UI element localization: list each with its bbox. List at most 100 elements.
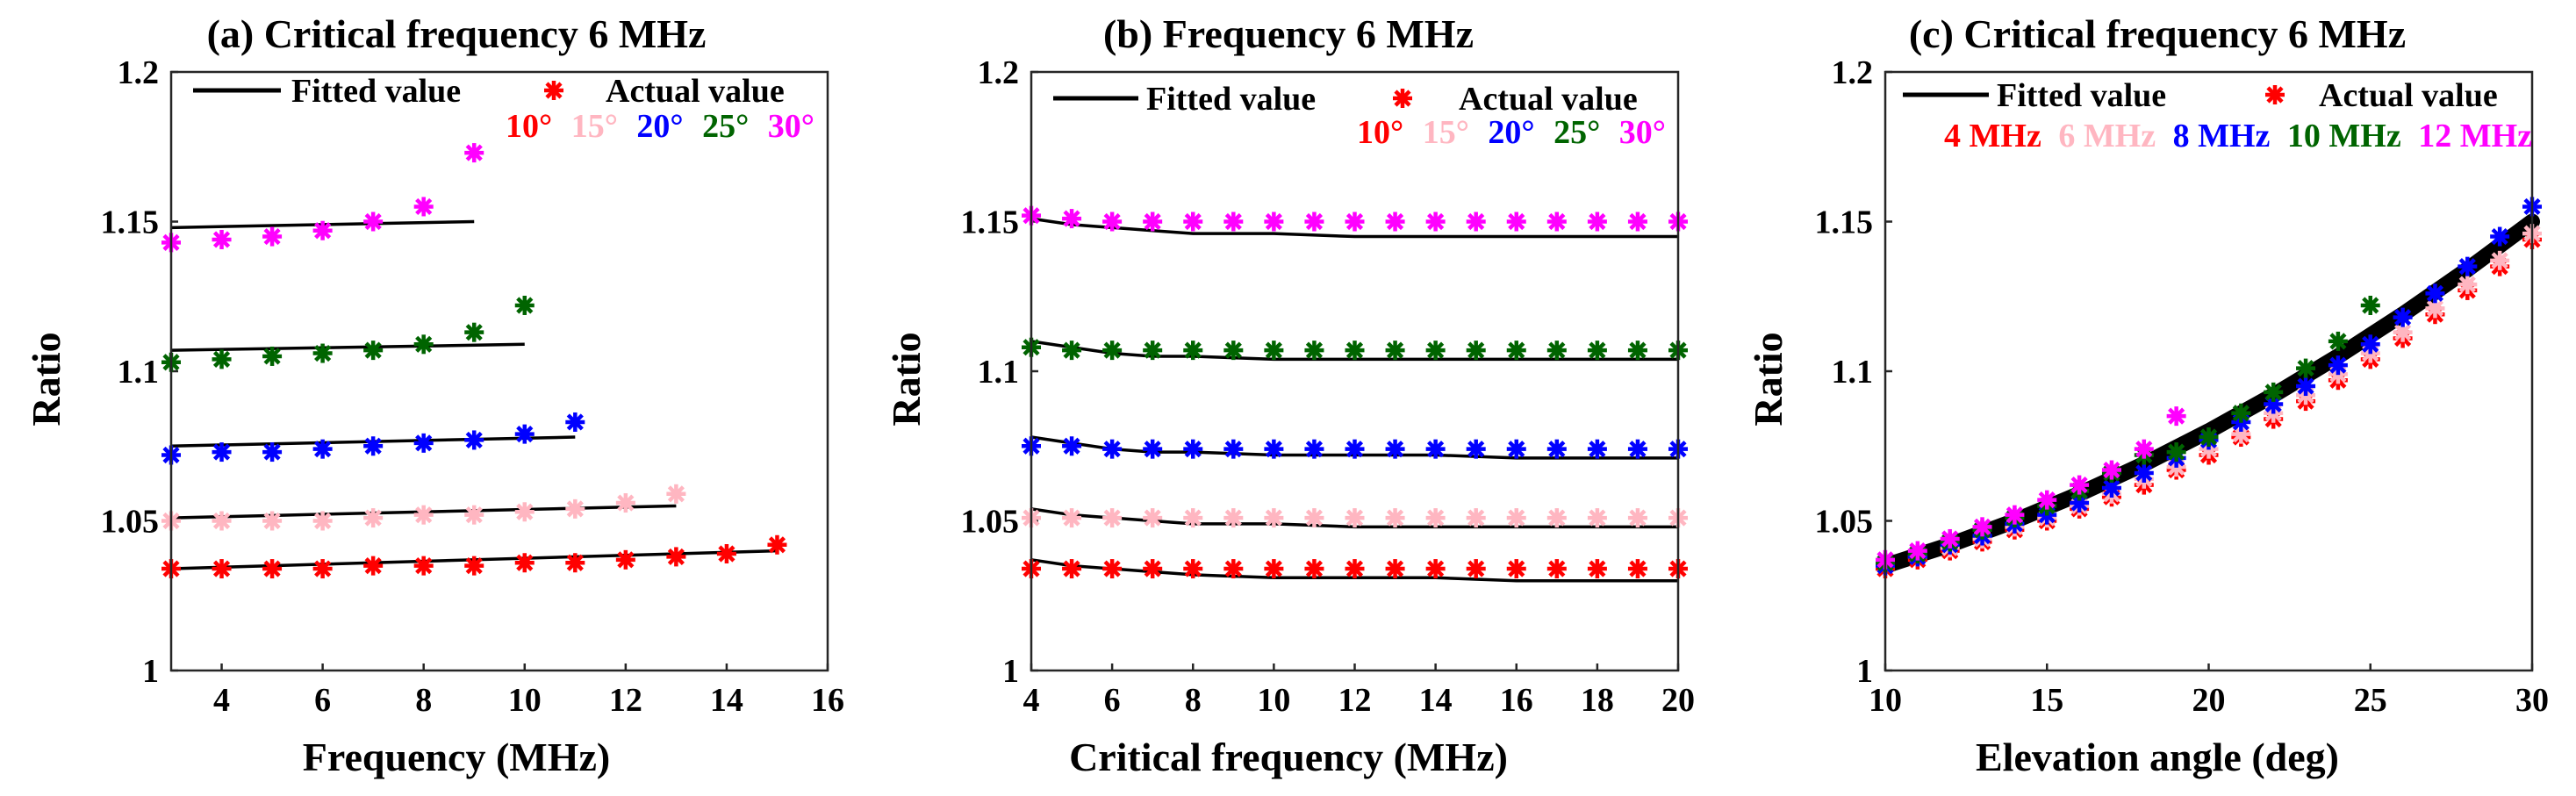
- panel-b-point: [1467, 212, 1486, 232]
- panel-b-point: [1386, 508, 1405, 527]
- panel-c-point: [2425, 283, 2444, 303]
- panel-c-cat-12: 12 MHz: [2418, 118, 2532, 154]
- panel-a-point: [414, 556, 434, 576]
- panel-c-point: [2490, 251, 2509, 270]
- panel-c-xtick-label: 25: [2354, 682, 2387, 719]
- panel-c-xtick-label: 15: [2030, 682, 2063, 719]
- panel-b-fitted-line-4: [1030, 217, 1678, 239]
- panel-c-cat-10: 10 MHz: [2287, 118, 2401, 154]
- panel-b-point: [1143, 508, 1162, 527]
- panel-b-point: [1102, 440, 1122, 459]
- panel-a-point: [515, 553, 535, 572]
- panel-b-point: [1183, 508, 1202, 527]
- panel-c-cat-6: 6 MHz: [2058, 118, 2156, 154]
- panel-b-xtick-label: 10: [1257, 682, 1290, 719]
- panel-a-cat-25: 25°: [702, 108, 749, 145]
- panel-c-ytick-label: 1.15: [1815, 204, 1874, 241]
- panel-c-point: [2231, 404, 2250, 423]
- panel-c-point: [2135, 440, 2154, 459]
- panel-a-data: [161, 143, 786, 578]
- panel-a-point: [212, 512, 232, 531]
- panel-c-point: [2328, 332, 2348, 351]
- panel-a-ytick-label: 1.05: [101, 504, 160, 541]
- panel-b-category-legend: 10° 15° 20° 25° 30°: [1357, 114, 1666, 151]
- panel-b-point: [1304, 508, 1324, 527]
- panel-b-cat-10: 10°: [1357, 114, 1403, 151]
- panel-c-point: [2264, 383, 2283, 402]
- panel-c-point: [2296, 359, 2315, 378]
- panel-a-point: [464, 556, 484, 576]
- panel-b-point: [1345, 440, 1365, 459]
- panel-a-point: [414, 197, 434, 216]
- panel-b-point: [1507, 440, 1526, 459]
- panel-b-point: [1386, 212, 1405, 232]
- panel-a-point: [262, 227, 282, 247]
- panel-a-point: [565, 553, 585, 572]
- panel-b-point: [1507, 212, 1526, 232]
- panel-a-point: [767, 535, 786, 555]
- panel-b-xtick-label: 20: [1661, 682, 1695, 719]
- panel-b-ticks: 4 6 8 10 12 14 16 18 20 1 1.05 1.1 1.15 1.2: [961, 54, 1696, 719]
- panel-b-point: [1547, 440, 1567, 459]
- panel-a-category-legend: 10° 15° 20° 25° 30°: [506, 108, 814, 145]
- panel-b-point: [1264, 440, 1283, 459]
- panel-b-point: [1304, 341, 1324, 360]
- panel-a-point: [717, 544, 736, 563]
- panel-b-point: [1467, 440, 1486, 459]
- panel-c-point: [2037, 491, 2056, 510]
- panel-b-point: [1467, 508, 1486, 527]
- panel-a-point: [313, 512, 333, 531]
- panel-b-xtick-label: 8: [1185, 682, 1202, 719]
- panel-b-point: [1547, 341, 1567, 360]
- panel-b-point: [1223, 341, 1243, 360]
- panel-c-xlabel: Elevation angle (deg): [1976, 735, 2339, 779]
- panel-c-point: [1908, 541, 1927, 561]
- panel-c-point: [2361, 334, 2380, 354]
- panel-b-point: [1386, 559, 1405, 578]
- panel-a-fitted-line-3: [170, 342, 525, 352]
- panel-b-point: [1547, 212, 1567, 232]
- panel-b-point: [1143, 212, 1162, 232]
- panel-b-ytick-label: 1.2: [978, 54, 1020, 91]
- panel-a-ytick-label: 1.15: [101, 204, 160, 241]
- panel-c-point: [2135, 463, 2154, 483]
- panel-a-cat-20: 20°: [636, 108, 683, 145]
- panel-a-xtick-label: 4: [213, 682, 230, 719]
- panel-a: (a) Critical frequency 6 MHz Frequency (…: [24, 11, 844, 779]
- panel-a-point: [363, 212, 383, 232]
- panel-b-point: [1547, 508, 1567, 527]
- panel-b-point: [1304, 559, 1324, 578]
- panel-a-point: [666, 547, 685, 566]
- panel-a-point: [414, 434, 434, 453]
- panel-b-point: [1345, 508, 1365, 527]
- panel-a-axes-box: [169, 70, 829, 672]
- panel-a-point: [565, 499, 585, 519]
- panel-a-point: [262, 347, 282, 366]
- panel-b-point: [1143, 559, 1162, 578]
- panel-b-point: [1426, 508, 1446, 527]
- panel-b-point: [1507, 341, 1526, 360]
- panel-c-point: [2328, 355, 2348, 375]
- panel-a-legend-actual-label: Actual value: [606, 73, 785, 110]
- panel-a-point: [363, 556, 383, 576]
- panel-b-point: [1588, 212, 1607, 232]
- panel-a-xtick-label: 16: [811, 682, 844, 719]
- panel-a-title: (a) Critical frequency 6 MHz: [207, 11, 707, 56]
- panel-b-point: [1143, 341, 1162, 360]
- panel-b-ytick-label: 1: [1002, 653, 1019, 690]
- panel-a-point: [313, 344, 333, 363]
- panel-b-point: [1426, 341, 1446, 360]
- panel-b-data: [1022, 206, 1688, 583]
- panel-b-point: [1223, 508, 1243, 527]
- panel-b-legend-actual-marker: [1393, 89, 1412, 108]
- panel-b-point: [1345, 341, 1365, 360]
- panel-b-point: [1062, 341, 1081, 360]
- panel-b-point: [1628, 341, 1647, 360]
- panel-a-xtick-label: 12: [609, 682, 642, 719]
- panel-a-point: [515, 502, 535, 521]
- panel-b-xtick-label: 12: [1338, 682, 1372, 719]
- panel-b-point: [1143, 440, 1162, 459]
- panel-b-point: [1426, 559, 1446, 578]
- panel-a-point: [414, 506, 434, 525]
